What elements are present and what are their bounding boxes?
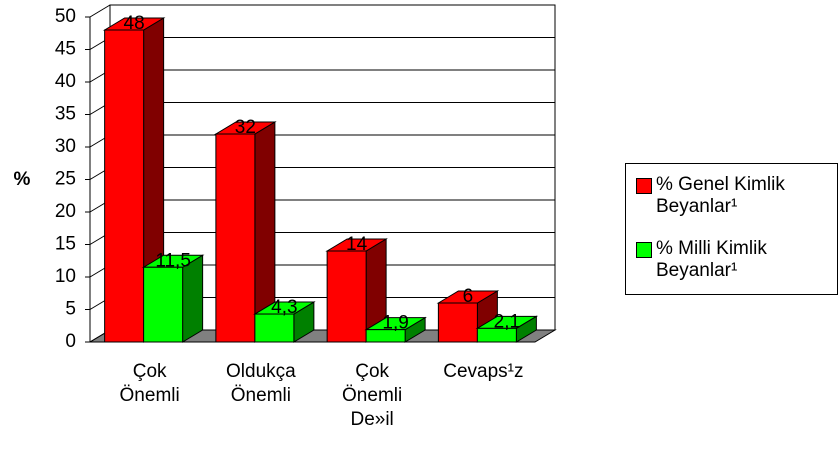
- value-label: 6: [463, 286, 474, 307]
- legend-entry: % Milli Kimlik Beyanlar¹: [636, 238, 836, 282]
- y-tick-label: 30: [55, 136, 76, 157]
- y-tick-label: 15: [55, 234, 76, 255]
- y-tick-label: 20: [55, 201, 76, 222]
- bar: [437, 302, 478, 343]
- y-tick-label: 40: [55, 71, 76, 92]
- legend-label: % Milli Kimlik Beyanlar¹: [656, 238, 767, 281]
- legend-entry: % Genel Kimlik Beyanlar¹: [636, 174, 836, 218]
- bar: [143, 266, 184, 343]
- y-tick-label: 0: [65, 331, 76, 352]
- legend-swatch: [636, 178, 652, 194]
- value-label: 32: [235, 117, 256, 138]
- bar: [254, 313, 295, 343]
- x-tick-label: Çok Önemli De»il: [342, 361, 402, 430]
- x-tick-label: Çok Önemli: [120, 361, 180, 406]
- y-tick-label: 35: [55, 104, 76, 125]
- bar: [365, 329, 406, 343]
- bar: [104, 29, 145, 343]
- grid-line: [89, 4, 111, 18]
- y-tick-label: 5: [65, 299, 76, 320]
- y-tick-label: 45: [55, 39, 76, 60]
- y-axis-label: %: [14, 169, 31, 190]
- legend: % Genel Kimlik Beyanlar¹ % Milli Kimlik B…: [625, 163, 838, 295]
- y-tick-label: 50: [55, 6, 76, 27]
- value-label: 14: [346, 234, 368, 255]
- value-label: 48: [124, 13, 145, 34]
- legend-swatch: [636, 242, 652, 258]
- value-label: 4,3: [271, 297, 297, 318]
- value-label: 1,9: [382, 313, 408, 334]
- value-label: 11,5: [155, 250, 191, 271]
- value-label: 2,1: [494, 311, 520, 332]
- legend-label: % Genel Kimlik Beyanlar¹: [656, 174, 785, 217]
- x-tick-label: Oldukça Önemli: [226, 361, 296, 406]
- bar: [326, 250, 367, 343]
- bar: [215, 133, 256, 343]
- y-tick-label: 25: [55, 169, 76, 190]
- x-tick-label: Cevaps¹z: [443, 361, 523, 382]
- bar: [476, 327, 517, 343]
- y-tick-label: 10: [55, 266, 76, 287]
